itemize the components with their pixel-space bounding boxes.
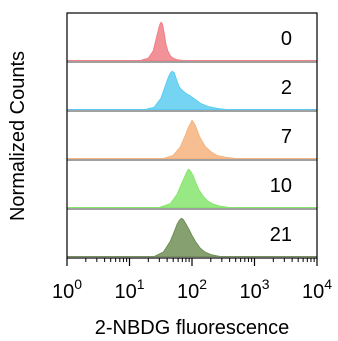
- histogram-panel-10: 10: [67, 168, 317, 210]
- histogram-panel-21: 21: [67, 217, 317, 257]
- x-axis: 100 101 102 103 104: [52, 258, 332, 303]
- x-tick-label: 104: [302, 276, 332, 303]
- histogram-panel-0: 0: [67, 21, 317, 63]
- series-label-0: 0: [281, 28, 292, 50]
- x-tick-label: 102: [177, 276, 207, 303]
- histogram-curve-0: [140, 21, 183, 61]
- x-tick-label: 100: [52, 276, 82, 303]
- series-label-7: 7: [281, 126, 292, 148]
- histogram-curve-21: [153, 217, 221, 257]
- histogram-curve-2: [144, 70, 227, 110]
- y-axis-label: Normalized Counts: [7, 51, 29, 221]
- series-label-10: 10: [270, 175, 292, 197]
- histogram-curve-7: [163, 119, 237, 159]
- series-label-21: 21: [270, 224, 292, 246]
- series-label-2: 2: [281, 77, 292, 99]
- x-tick-label: 101: [114, 276, 144, 303]
- histogram-curve-10: [158, 168, 231, 208]
- histogram-panel-2: 2: [67, 70, 317, 112]
- x-tick-label: 103: [239, 276, 269, 303]
- x-axis-label: 2-NBDG fluorescence: [95, 317, 290, 339]
- histogram-panel-7: 7: [67, 119, 317, 161]
- histogram-panels: 0 2 7 10 21: [67, 21, 317, 257]
